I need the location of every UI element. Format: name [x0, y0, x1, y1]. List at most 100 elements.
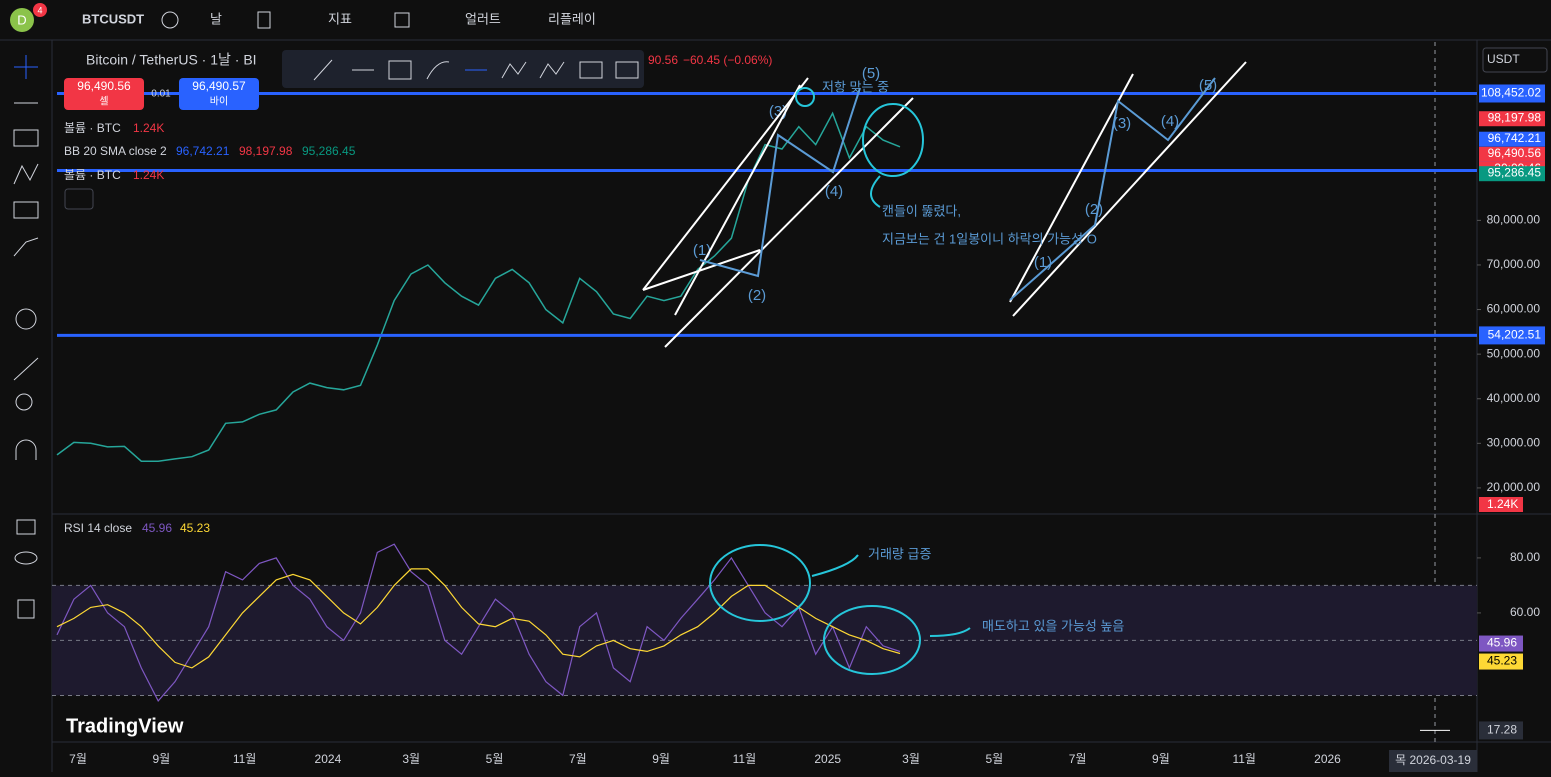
drawing-toolbar	[282, 50, 644, 88]
collapse-legend[interactable]	[64, 188, 94, 210]
level-label-box	[1479, 84, 1545, 103]
alert[interactable]: 얼러트	[465, 11, 501, 26]
symbol[interactable]: BTCUSDT	[82, 11, 144, 26]
x-tick-label: 3월	[402, 752, 420, 766]
level-label: 108,452.02	[1481, 86, 1541, 100]
x-tick-label: 2024	[315, 752, 342, 766]
crosshair-label-box	[1479, 721, 1523, 740]
y-tick-label: 30,000.00	[1487, 436, 1541, 450]
annotation: 저항 맞는 중	[822, 79, 889, 94]
tb-channel[interactable]	[388, 60, 412, 80]
trendline	[642, 77, 809, 291]
y-tick-label: 20,000.00	[1487, 480, 1541, 494]
badge	[33, 3, 47, 17]
annotation: 지금보는 건 1일봉이니 하락의 가능성 O	[882, 231, 1097, 246]
tool-fib[interactable]	[13, 201, 39, 219]
tool-magnet[interactable]	[15, 439, 37, 460]
annotation: 거래량 급증	[868, 546, 931, 561]
trendline	[1009, 73, 1134, 303]
bb-lower: 95,286.45	[302, 144, 356, 158]
tb-fib[interactable]	[579, 61, 603, 79]
interval[interactable]: 날	[210, 11, 222, 26]
legend-close: 90.56	[648, 53, 678, 67]
x-tick-label: 7월	[1069, 752, 1087, 766]
sell-button[interactable]	[64, 78, 144, 110]
layouts[interactable]	[394, 12, 410, 28]
crosshair-date-box	[1389, 750, 1477, 772]
rsi-line	[56, 543, 901, 702]
price-label-box	[1479, 166, 1545, 182]
circle-mark	[795, 87, 815, 107]
sell-label: 셀	[99, 96, 108, 108]
wave-path	[699, 87, 861, 278]
x-tick-label: 7월	[69, 752, 87, 766]
tool-brush[interactable]	[13, 237, 39, 257]
tool-ruler[interactable]	[13, 357, 39, 381]
volume-label: 볼륨 · BTC	[64, 121, 121, 135]
badge-count: 4	[37, 5, 42, 15]
tb-settings[interactable]	[615, 61, 639, 79]
trendline	[1012, 61, 1247, 317]
add-symbol[interactable]	[161, 11, 179, 29]
tool-zoom[interactable]	[15, 393, 33, 411]
rsi-tick-label: 60.00	[1510, 605, 1540, 619]
indicators[interactable]: 지표	[328, 11, 352, 26]
x-tick-label: 11월	[733, 752, 757, 766]
wave-label: (2)	[748, 287, 766, 304]
tool-emoji[interactable]	[15, 308, 37, 330]
x-tick-label: 11월	[1232, 752, 1256, 766]
price-label: 98,197.98	[1488, 110, 1542, 124]
x-tick-label: 9월	[152, 752, 170, 766]
annotation: 캔들이 뚫렸다,	[882, 203, 961, 218]
price-label-box	[1479, 146, 1545, 162]
volume-value: 1.24K	[133, 121, 164, 135]
legend-title: Bitcoin / TetherUS · 1날 · BI	[86, 52, 257, 68]
trendline	[642, 249, 761, 291]
tool-channel[interactable]	[13, 129, 39, 147]
volume-label-box	[1479, 497, 1523, 512]
tool-lock[interactable]	[16, 519, 36, 535]
x-tick-label: 2025	[814, 752, 841, 766]
bb-label: BB 20 SMA close 2	[64, 144, 167, 158]
circle-mark	[823, 605, 921, 675]
x-tick-label: 7월	[569, 752, 587, 766]
tb-line[interactable]	[313, 59, 333, 81]
tool-pattern[interactable]	[13, 163, 39, 185]
level-label-box	[1479, 326, 1545, 345]
price-label: 96,490.56	[1488, 146, 1542, 160]
y-tick-label: 50,000.00	[1487, 346, 1541, 360]
x-tick-label: 2026	[1314, 752, 1341, 766]
wave-label: (4)	[1161, 113, 1179, 130]
y-tick-label: 70,000.00	[1487, 257, 1541, 271]
avatar-letter: D	[17, 12, 26, 27]
wave-label: (4)	[825, 183, 843, 200]
circle-mark	[709, 544, 811, 622]
chart-type[interactable]	[257, 11, 271, 29]
x-tick-label: 5월	[486, 752, 504, 766]
rsi-tick-label: 80.00	[1510, 550, 1540, 564]
tb-wave[interactable]	[501, 61, 527, 79]
tool-eye[interactable]	[14, 551, 38, 565]
price-label-box	[1479, 111, 1545, 127]
tb-abc[interactable]	[539, 61, 565, 79]
volume2-label: 볼륨 · BTC	[64, 168, 121, 182]
x-tick-label: 3월	[902, 752, 920, 766]
replay[interactable]: 리플레이	[548, 11, 596, 26]
tool-trash[interactable]	[17, 599, 35, 619]
x-tick-label: 9월	[652, 752, 670, 766]
currency: USDT	[1487, 52, 1520, 66]
buy-button[interactable]	[179, 78, 259, 110]
avatar[interactable]	[10, 8, 34, 32]
crosshair-label: 17.28	[1487, 723, 1517, 737]
legend-change: −60.45 (−0.06%)	[683, 53, 772, 67]
rsi-value: 45.96	[142, 521, 172, 535]
y-tick-label: 40,000.00	[1487, 391, 1541, 405]
rsi-axis-label: 45.96	[1487, 636, 1517, 650]
arrow-curve	[811, 554, 859, 577]
rsi-label: RSI 14 close	[64, 521, 132, 535]
rsi-axis-label: 45.23	[1487, 654, 1517, 668]
tb-curve[interactable]	[426, 61, 450, 80]
y-tick-label: 60,000.00	[1487, 302, 1541, 316]
price-line	[56, 111, 901, 462]
currency-box[interactable]	[1482, 47, 1548, 73]
